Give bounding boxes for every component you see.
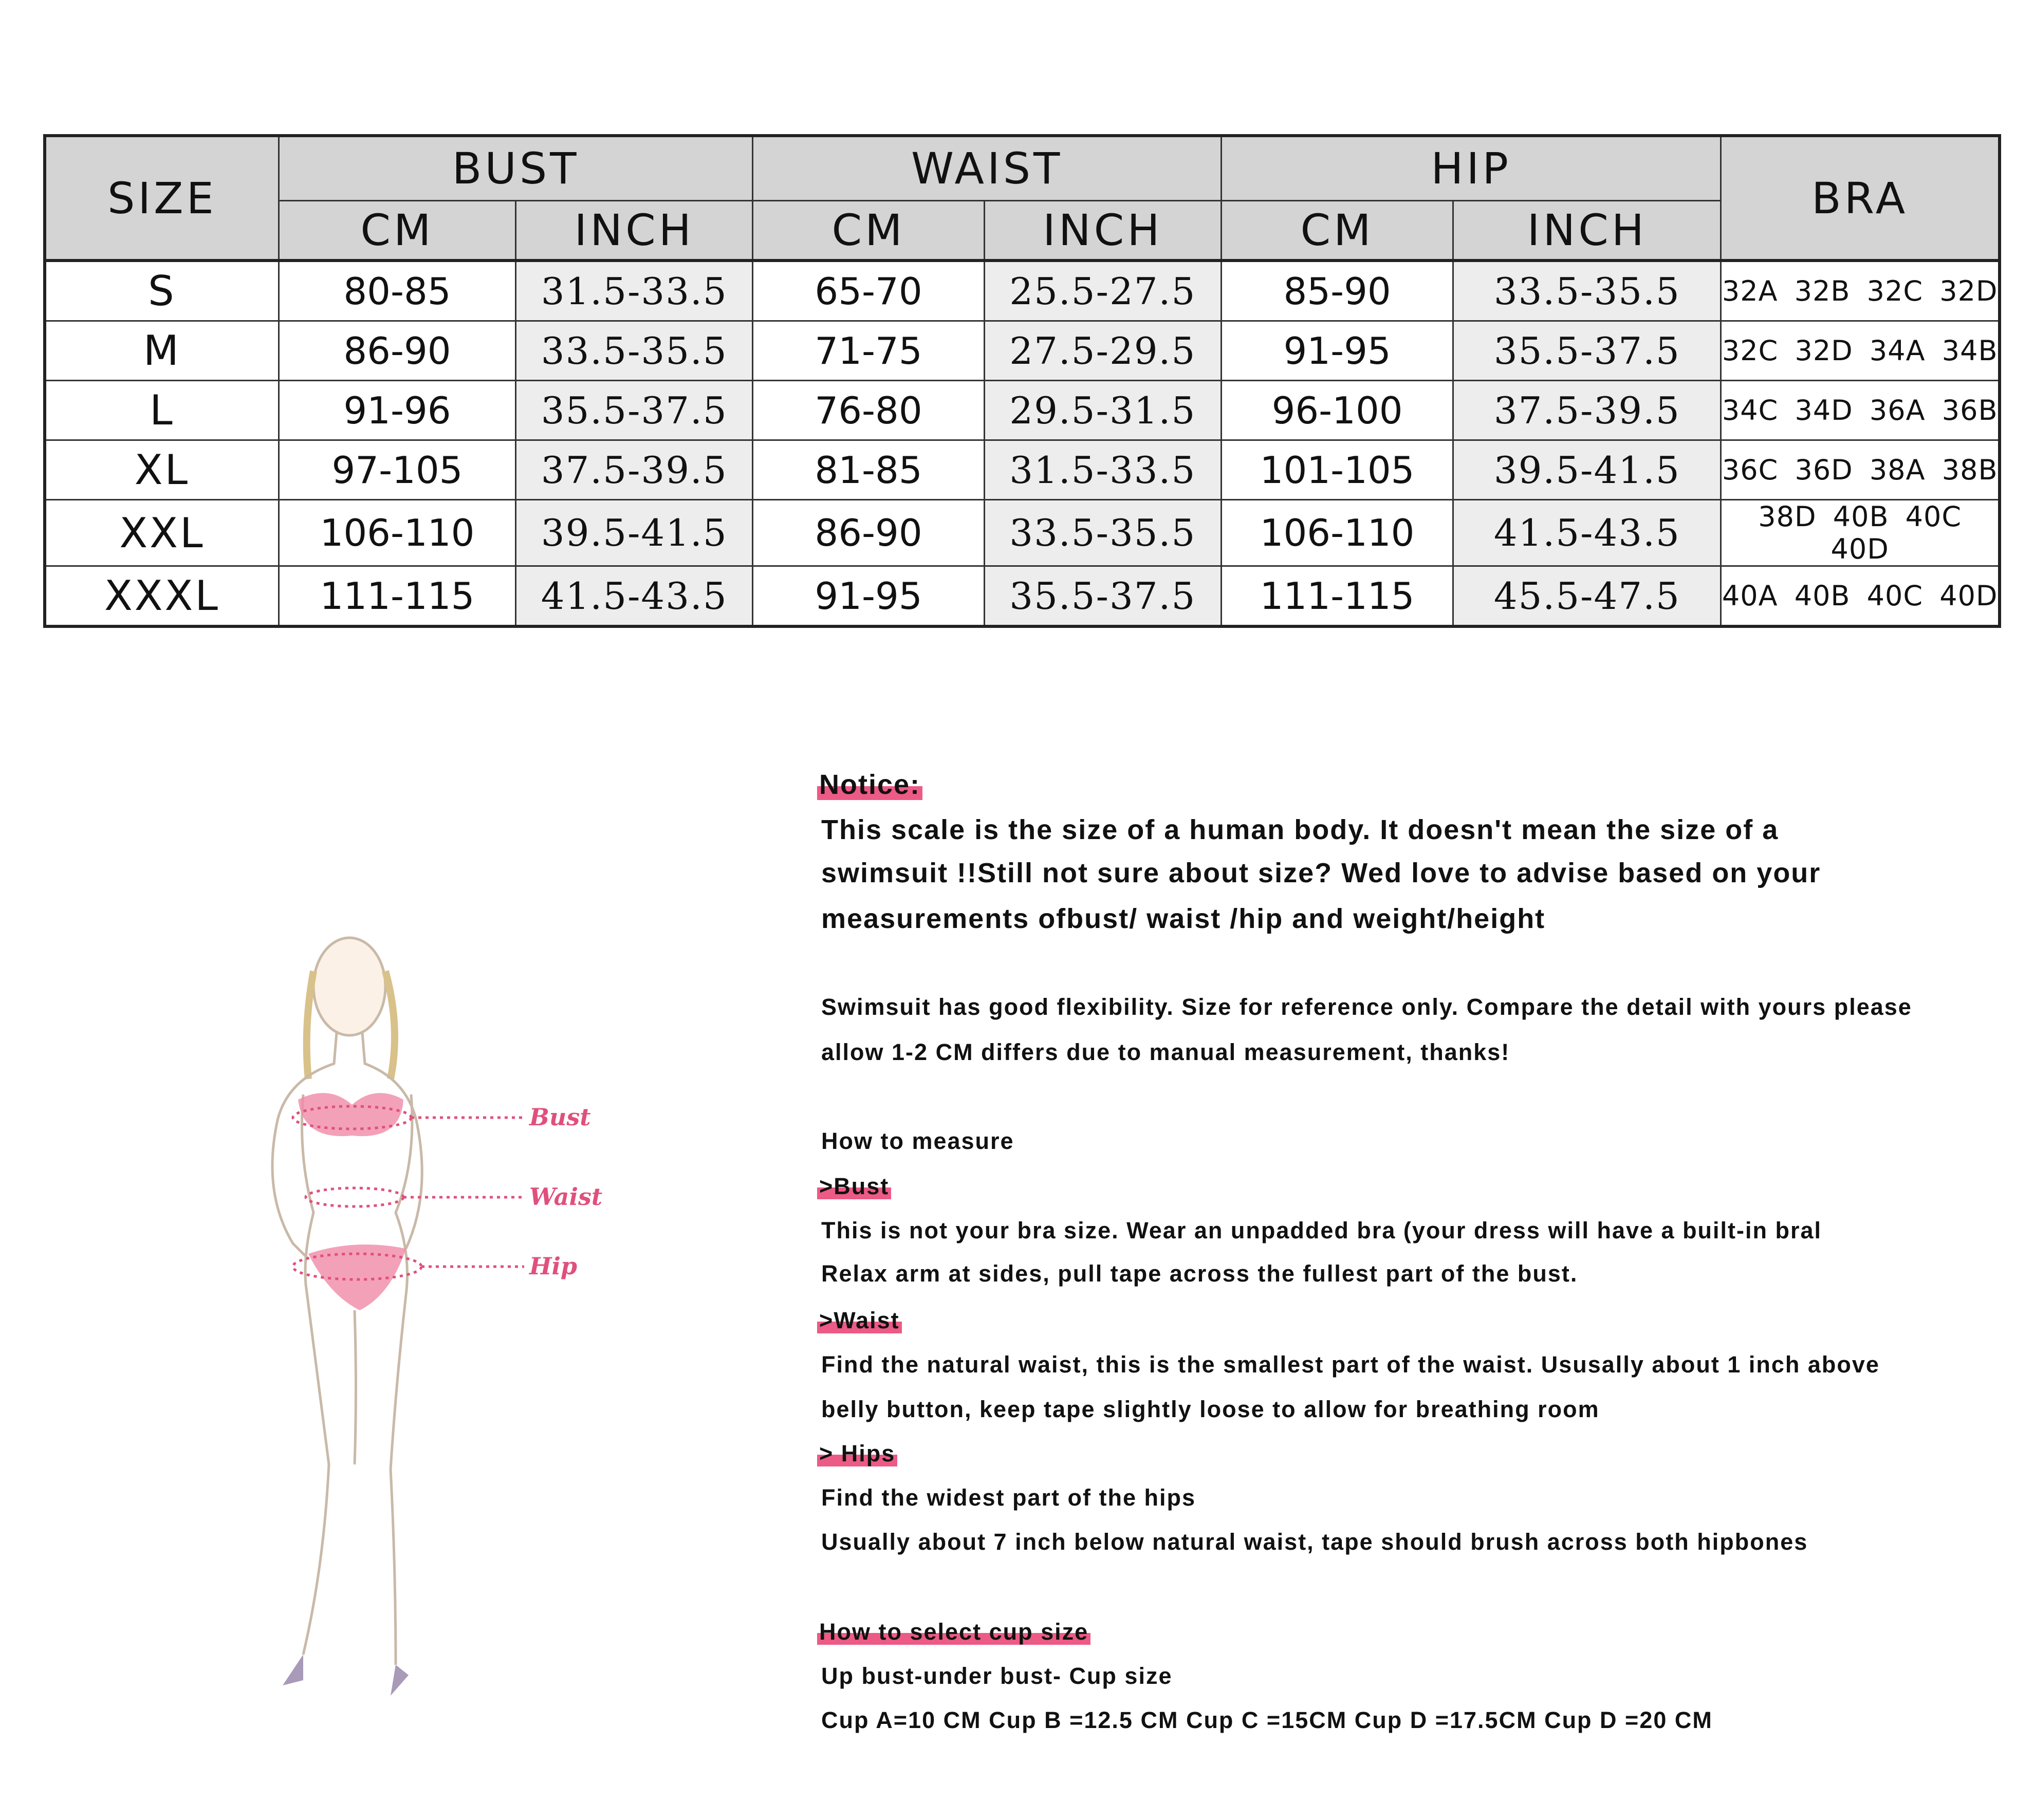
hips-title: > Hips: [817, 1440, 898, 1467]
table-row: XXL 106-110 39.5-41.5 86-90 33.5-35.5 106-110…: [44, 499, 2001, 567]
cell-bust-in: 39.5-41.5: [515, 499, 754, 567]
cell-waist-in: 35.5-37.5: [983, 565, 1222, 627]
cell-waist-in: 27.5-29.5: [983, 320, 1222, 381]
header-hip-inch: INCH: [1452, 200, 1722, 262]
cell-waist-in: 29.5-31.5: [983, 380, 1222, 441]
cell-waist-cm: 86-90: [752, 499, 985, 567]
cell-hip-in: 41.5-43.5: [1452, 499, 1722, 567]
header-waist-inch: INCH: [983, 200, 1222, 262]
cell-hip-cm: 91-95: [1220, 320, 1454, 381]
table-row: XXXL 111-115 41.5-43.5 91-95 35.5-37.5 111-11…: [44, 565, 2001, 627]
body-measurement-illustration: Bust Waist Hip: [271, 936, 602, 1696]
notice-title: Notice:: [817, 769, 923, 801]
cell-bra: 32C 32D 34A 34B: [1720, 320, 2001, 381]
header-size: SIZE: [44, 135, 280, 262]
cell-waist-cm: 71-75: [752, 320, 985, 381]
cell-bust-cm: 106-110: [278, 499, 517, 567]
waist-line-2: belly button, keep tape slightly loose t…: [821, 1396, 1600, 1422]
table-row: XL 97-105 37.5-39.5 81-85 31.5-33.5 101-105 39…: [44, 439, 2001, 500]
header-waist-cm: CM: [752, 200, 985, 262]
cell-hip-cm: 111-115: [1220, 565, 1454, 627]
waist-label: Waist: [529, 1183, 602, 1211]
cell-bust-in: 31.5-33.5: [515, 259, 754, 322]
cell-bust-in: 33.5-35.5: [515, 320, 754, 381]
cup-line-2: Cup A=10 CM Cup B =12.5 CM Cup C =15CM C…: [821, 1707, 1713, 1733]
header-bust-inch: INCH: [515, 200, 754, 262]
cell-hip-cm: 106-110: [1220, 499, 1454, 567]
cell-bust-cm: 97-105: [278, 439, 517, 500]
hips-line-1: Find the widest part of the hips: [821, 1484, 1196, 1511]
flex-line-1: Swimsuit has good flexibility. Size for …: [821, 994, 1912, 1020]
cell-bust-in: 41.5-43.5: [515, 565, 754, 627]
header-bra: BRA: [1720, 135, 2001, 262]
notice-line-1: This scale is the size of a human body. …: [821, 814, 1779, 845]
bust-label: Bust: [528, 1103, 590, 1131]
cell-bra: 34C 34D 36A 36B: [1720, 380, 2001, 441]
cell-bra: 32A 32B 32C 32D: [1720, 259, 2001, 322]
how-to-measure: How to measure: [821, 1128, 1014, 1154]
bust-line-2: Relax arm at sides, pull tape across the…: [821, 1260, 1578, 1287]
cell-hip-in: 33.5-35.5: [1452, 259, 1722, 322]
cup-title: How to select cup size: [817, 1619, 1091, 1645]
cell-waist-in: 25.5-27.5: [983, 259, 1222, 322]
cell-size: XXL: [44, 499, 280, 567]
cell-hip-in: 39.5-41.5: [1452, 439, 1722, 500]
bust-band: [298, 1093, 403, 1137]
cell-hip-in: 37.5-39.5: [1452, 380, 1722, 441]
notice-line-3: measurements ofbust/ waist /hip and weig…: [821, 903, 1546, 934]
waist-title: >Waist: [817, 1307, 902, 1334]
bikini-bottom: [308, 1245, 406, 1310]
header-bust: BUST: [278, 135, 754, 201]
cell-waist-cm: 91-95: [752, 565, 985, 627]
header-waist: WAIST: [752, 135, 1222, 201]
cell-bust-cm: 80-85: [278, 259, 517, 322]
cell-hip-in: 35.5-37.5: [1452, 320, 1722, 381]
waist-line-1: Find the natural waist, this is the smal…: [821, 1351, 1880, 1378]
cell-waist-in: 31.5-33.5: [983, 439, 1222, 500]
cell-bra: 40A 40B 40C 40D: [1720, 565, 2001, 627]
header-hip-cm: CM: [1220, 200, 1454, 262]
cell-bust-in: 35.5-37.5: [515, 380, 754, 441]
cell-hip-cm: 85-90: [1220, 259, 1454, 322]
cell-waist-in: 33.5-35.5: [983, 499, 1222, 567]
cell-waist-cm: 65-70: [752, 259, 985, 322]
cell-bust-cm: 111-115: [278, 565, 517, 627]
table-row: M 86-90 33.5-35.5 71-75 27.5-29.5 91-95 35.5-3…: [44, 320, 2001, 381]
cell-size: S: [44, 259, 280, 322]
cell-bust-cm: 86-90: [278, 320, 517, 381]
cell-size: L: [44, 380, 280, 441]
header-bust-cm: CM: [278, 200, 517, 262]
cell-bust-in: 37.5-39.5: [515, 439, 754, 500]
cell-bra: 36C 36D 38A 38B: [1720, 439, 2001, 500]
cell-waist-cm: 76-80: [752, 380, 985, 441]
cup-line-1: Up bust-under bust- Cup size: [821, 1663, 1173, 1689]
hips-line-2: Usually about 7 inch below natural waist…: [821, 1529, 1808, 1555]
cell-hip-cm: 101-105: [1220, 439, 1454, 500]
table-row: S 80-85 31.5-33.5 65-70 25.5-27.5 85-90 33.5-3…: [44, 259, 2001, 322]
cell-hip-cm: 96-100: [1220, 380, 1454, 441]
cell-waist-cm: 81-85: [752, 439, 985, 500]
cell-bust-cm: 91-96: [278, 380, 517, 441]
bust-title: >Bust: [817, 1173, 892, 1200]
flex-line-2: allow 1-2 CM differs due to manual measu…: [821, 1039, 1510, 1065]
cell-hip-in: 45.5-47.5: [1452, 565, 1722, 627]
table-row: L 91-96 35.5-37.5 76-80 29.5-31.5 96-100 37.5-…: [44, 380, 2001, 441]
header-hip: HIP: [1220, 135, 1722, 201]
cell-size: M: [44, 320, 280, 381]
hip-label: Hip: [528, 1252, 577, 1280]
cell-size: XL: [44, 439, 280, 500]
cell-bra: 38D 40B 40C 40D: [1720, 499, 2001, 567]
cell-size: XXXL: [44, 565, 280, 627]
notice-line-2: swimsuit !!Still not sure about size? We…: [821, 858, 1821, 888]
size-chart-table: SIZE BUST WAIST HIP BRA CM INCH CM INCH …: [43, 134, 2001, 628]
bust-line-1: This is not your bra size. Wear an unpad…: [821, 1217, 1822, 1243]
